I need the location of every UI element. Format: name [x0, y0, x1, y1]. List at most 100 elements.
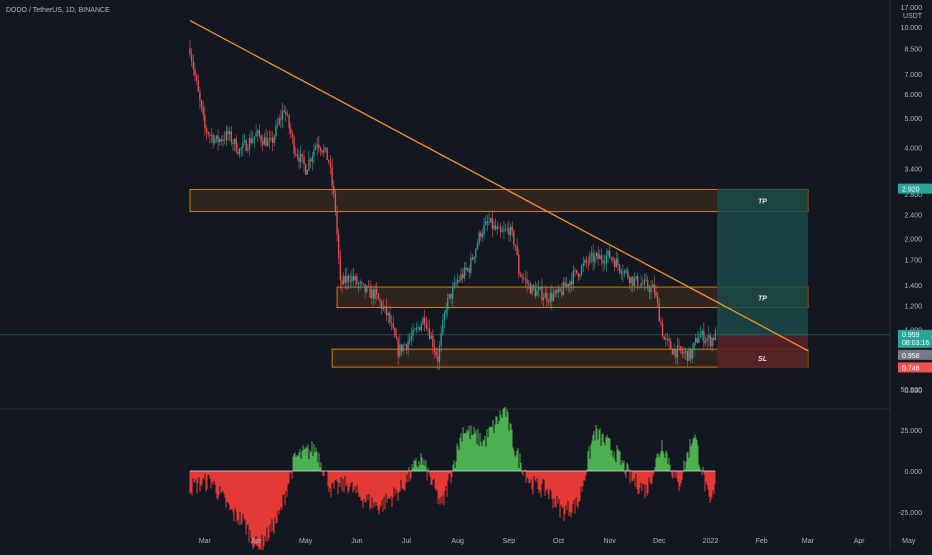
candle-body-304 — [691, 348, 693, 360]
candle-body-315 — [709, 335, 712, 347]
current-price-label: 0.959 — [902, 332, 920, 339]
candle-body-318 — [714, 330, 717, 341]
candle-body-16 — [215, 135, 218, 140]
stop-area — [717, 334, 808, 368]
candle-body-305 — [693, 342, 695, 349]
candle-body-51 — [273, 136, 275, 143]
candle-body-121 — [389, 312, 391, 323]
candle-body-52 — [275, 125, 277, 137]
candle-body-157 — [448, 293, 451, 298]
candle-body-240 — [585, 259, 588, 263]
price-tick-11: 1.400 — [904, 283, 922, 290]
candle-body-255 — [610, 257, 612, 259]
candle-body-189 — [501, 231, 503, 233]
candle-body-164 — [460, 274, 462, 281]
candle-body-144 — [427, 328, 429, 329]
candle-body-69 — [303, 156, 305, 165]
candle-body-4 — [195, 75, 198, 81]
price-tick-5: 4.000 — [904, 145, 922, 152]
candle-body-131 — [405, 344, 408, 349]
candle-body-133 — [409, 339, 411, 342]
candle-body-49 — [270, 138, 272, 139]
candle-body-32 — [242, 142, 244, 148]
price-tick-7: 2.800 — [904, 192, 922, 199]
candle-body-200 — [519, 274, 522, 277]
candle-body-149 — [435, 351, 437, 356]
candle-body-241 — [587, 262, 589, 264]
current-price-badge — [898, 329, 932, 348]
candle-body-251 — [604, 263, 606, 265]
candle-body-209 — [534, 288, 536, 297]
candle-body-199 — [518, 254, 520, 275]
candle-body-87 — [333, 185, 335, 194]
candle-body-85 — [329, 162, 332, 168]
candle-body-277 — [647, 280, 649, 289]
candle-body-148 — [433, 347, 436, 352]
candle-body-68 — [301, 154, 304, 157]
candle-body-152 — [440, 333, 442, 346]
candle-body-184 — [493, 225, 495, 229]
candle-body-100 — [354, 276, 356, 281]
candle-body-31 — [240, 147, 242, 149]
candle-body-103 — [359, 282, 361, 284]
candle-body-18 — [219, 138, 221, 143]
candle-body-190 — [503, 229, 505, 232]
candle-body-91 — [339, 257, 342, 281]
candle-body-229 — [567, 283, 570, 287]
candle-body-96 — [347, 275, 350, 282]
price-tick-0: 10.000 — [901, 25, 923, 32]
candle-body-119 — [385, 306, 388, 316]
candle-body-236 — [579, 274, 581, 277]
candle-body-180 — [486, 221, 489, 224]
candle-body-169 — [468, 268, 470, 273]
candle-body-13 — [210, 135, 213, 136]
candle-body-290 — [668, 339, 670, 342]
candle-body-233 — [574, 269, 576, 271]
candle-body-80 — [321, 150, 323, 153]
candle-body-296 — [678, 345, 680, 347]
candle-body-311 — [703, 330, 705, 344]
candle-body-224 — [559, 288, 561, 291]
candle-body-281 — [653, 284, 655, 292]
candle-body-134 — [410, 336, 413, 340]
candle-body-58 — [285, 111, 287, 115]
time-tick-9: Dec — [653, 538, 666, 545]
candle-body-182 — [490, 218, 492, 222]
candle-body-183 — [491, 218, 494, 229]
candle-body-284 — [658, 303, 660, 322]
time-tick-1: Apr — [251, 538, 263, 545]
candle-body-291 — [670, 341, 672, 349]
candle-body-313 — [706, 338, 708, 342]
target-price-label: 2.920 — [902, 187, 920, 194]
candle-body-175 — [478, 232, 480, 244]
time-tick-13: Apr — [854, 538, 866, 545]
candle-body-288 — [665, 338, 667, 340]
time-tick-2: May — [299, 538, 313, 545]
candle-body-28 — [235, 138, 237, 152]
candle-body-177 — [481, 234, 484, 237]
candle-body-228 — [566, 283, 568, 287]
tp2-label: TP — [758, 295, 767, 302]
candle-body-8 — [202, 107, 204, 115]
candle-body-104 — [361, 282, 363, 284]
candle-body-72 — [308, 159, 310, 170]
prev-price-label: 0.958 — [902, 353, 920, 360]
candle-body-78 — [318, 144, 320, 148]
candle-body-136 — [414, 329, 416, 331]
candle-body-154 — [443, 313, 446, 321]
candle-body-161 — [455, 282, 457, 284]
candle-body-139 — [419, 327, 421, 331]
candle-body-235 — [577, 273, 579, 277]
candle-body-70 — [304, 164, 307, 175]
candle-body-194 — [509, 226, 512, 236]
candle-body-187 — [498, 227, 500, 229]
time-tick-0: Mar — [199, 538, 212, 545]
candle-body-212 — [539, 287, 541, 289]
candle-body-264 — [625, 270, 627, 272]
candle-body-273 — [640, 283, 642, 288]
candle-body-40 — [255, 132, 257, 137]
candle-body-218 — [549, 293, 551, 303]
candle-body-205 — [528, 283, 530, 285]
candle-body-44 — [262, 141, 264, 145]
